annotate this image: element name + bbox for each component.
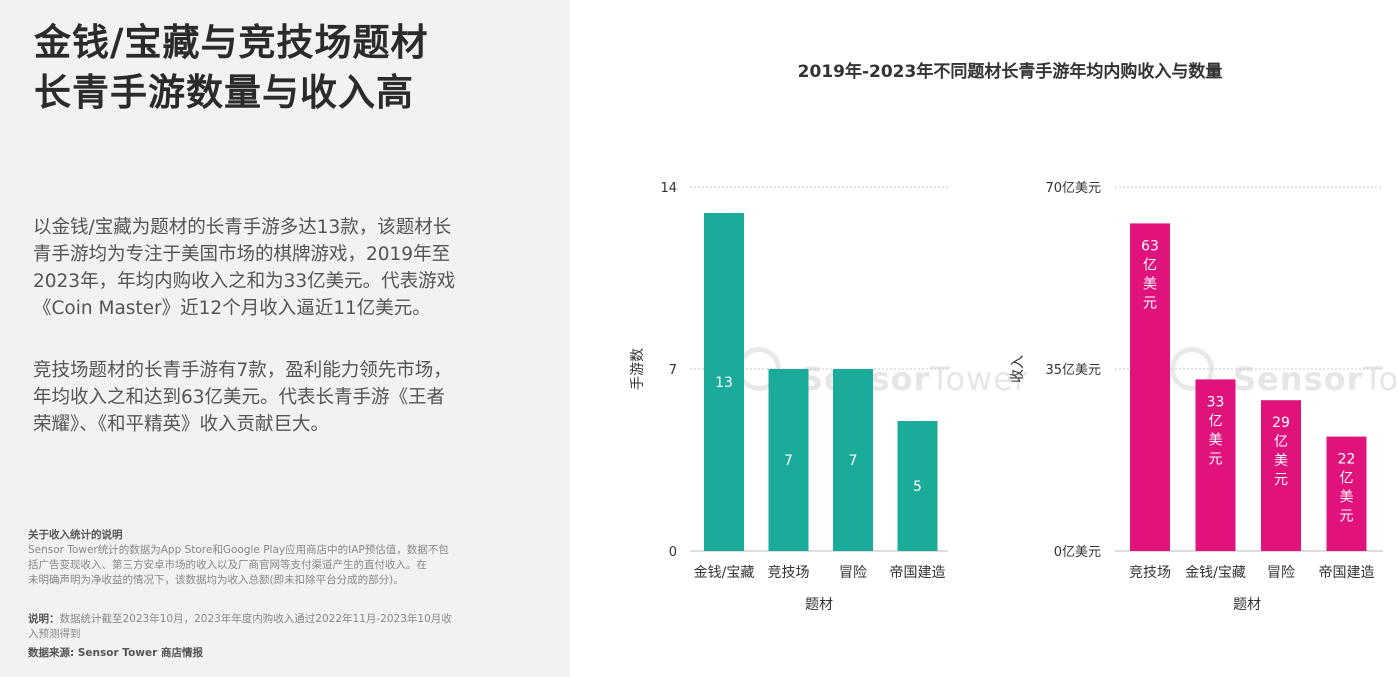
bar-金钱/宝藏: [704, 213, 744, 551]
bar-value-label: 7: [784, 453, 793, 469]
x-tick-label: 竞技场: [1129, 564, 1171, 581]
paragraph-line: 荣耀》、《和平精英》收入贡献巨大。: [33, 414, 330, 435]
y-tick-label: 7: [669, 363, 677, 378]
left-panel: 金钱/宝藏与竞技场题材 长青手游数量与收入高 以金钱/宝藏为题材的长青手游多达1…: [0, 0, 570, 677]
y-axis-label: 手游数: [630, 348, 646, 390]
headline-line-2: 长青手游数量与收入高: [34, 71, 414, 114]
paragraph-line: 年均收入之和达到63亿美元。代表长青手游《王者: [33, 387, 446, 408]
headline-line-1: 金钱/宝藏与竞技场题材: [34, 21, 429, 64]
y-tick-label: 0亿美元: [1054, 545, 1101, 560]
x-axis-label: 题材: [805, 597, 833, 613]
y-axis-label: 收入: [1010, 355, 1026, 383]
bar-帝国建造: [1326, 436, 1367, 551]
y-tick-label: 35亿美元: [1045, 363, 1101, 378]
note-line: Sensor Tower统计的数据为App Store和Google Play应…: [28, 544, 449, 556]
paragraph-line: 2023年，年均内购收入之和为33亿美元。代表游戏: [33, 271, 456, 292]
bar-冒险: [833, 369, 873, 551]
x-tick-label: 帝国建造: [1319, 565, 1375, 581]
bar-value-label: 29 亿美元: [1272, 415, 1290, 488]
bar-竞技场: [1130, 223, 1170, 551]
paragraph-arena: 竞技场题材的长青手游有7款，盈利能力领先市场， 年均收入之和达到63亿美元。代表…: [33, 357, 483, 438]
y-tick-label: 0: [669, 545, 677, 560]
paragraph-line: 《Coin Master》近12个月收入逼近11亿美元。: [33, 298, 431, 319]
paragraph-line: 以金钱/宝藏为题材的长青手游多达13款，该题材长: [33, 217, 452, 238]
note-line: 括广告变现收入、第三方安卓市场的收入以及厂商官网等支付渠道产生的直付收入。在: [28, 559, 427, 571]
paragraph-line: 青手游均为专注于美国市场的棋牌游戏，2019年至: [33, 244, 451, 265]
bar-value-label: 63 亿美元: [1141, 238, 1159, 311]
x-tick-label: 冒险: [1267, 565, 1295, 581]
bar-冒险: [1261, 400, 1301, 551]
revenue-note-title: 关于收入统计的说明: [28, 529, 123, 541]
paragraph-money-treasure: 以金钱/宝藏为题材的长青手游多达13款，该题材长 青手游均为专注于美国市场的棋牌…: [33, 214, 483, 322]
x-tick-label: 金钱/宝藏: [694, 565, 755, 581]
explain-label: 说明：: [28, 613, 60, 625]
explain-line: 数据统计截至2023年10月，2023年年度内购收入通过2022年11月-202…: [59, 613, 452, 625]
explain-note: 说明：数据统计截至2023年10月，2023年年度内购收入通过2022年11月-…: [28, 612, 488, 642]
x-axis-label: 题材: [1233, 597, 1261, 613]
x-tick-label: 竞技场: [768, 564, 810, 581]
explain-line: 入预测得到: [28, 628, 81, 640]
paragraph-line: 竞技场题材的长青手游有7款，盈利能力领先市场，: [33, 360, 452, 381]
bar-value-label: 5: [913, 479, 922, 495]
x-tick-label: 冒险: [839, 565, 867, 581]
bar-value-label: 22 亿美元: [1338, 452, 1356, 525]
y-tick-label: 14: [660, 181, 677, 196]
y-tick-label: 70亿美元: [1045, 181, 1101, 196]
bar-value-label: 33 亿美元: [1207, 394, 1225, 467]
x-tick-label: 帝国建造: [890, 565, 946, 581]
bar-金钱/宝藏: [1195, 379, 1236, 551]
data-source: 数据来源: Sensor Tower 商店情报: [28, 647, 203, 659]
bar-帝国建造: [897, 421, 938, 551]
bar-竞技场: [768, 369, 809, 551]
chart-title: 2019年-2023年不同题材长青手游年均内购收入与数量: [797, 62, 1223, 82]
bar-value-label: 7: [849, 453, 858, 469]
x-tick-label: 金钱/宝藏: [1185, 565, 1246, 581]
revenue-note: 关于收入统计的说明 Sensor Tower统计的数据为App Store和Go…: [28, 528, 488, 588]
headline: 金钱/宝藏与竞技场题材 长青手游数量与收入高: [34, 18, 429, 118]
bar-value-label: 13: [715, 375, 733, 391]
note-line: 未明确声明为净收益的情况下，该数据均为收入总额(即未扣除平台分成的部分)。: [28, 574, 404, 586]
